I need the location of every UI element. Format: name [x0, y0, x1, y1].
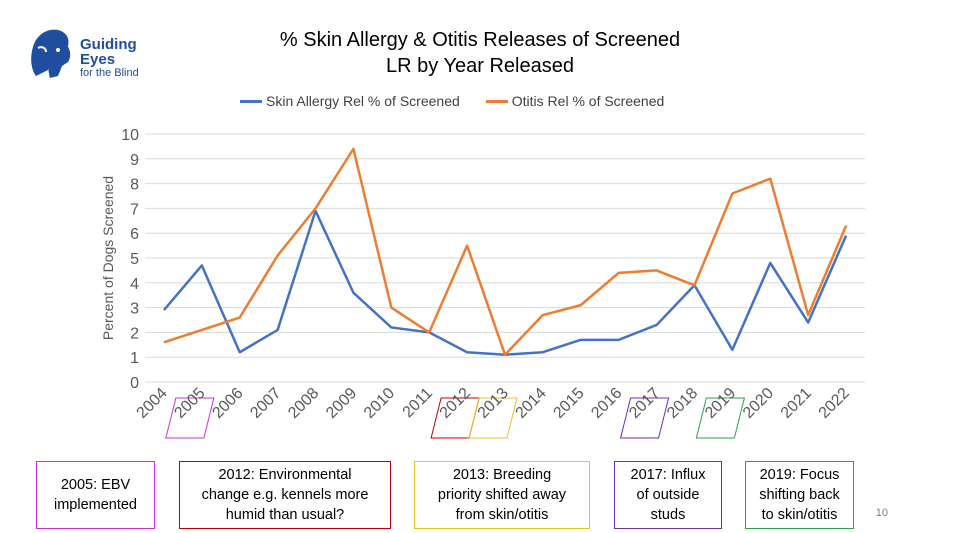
- chart-legend: Skin Allergy Rel % of Screened Otitis Re…: [240, 93, 664, 109]
- x-tick-label: 2013: [475, 385, 512, 422]
- dog-and-person-logo-icon: [31, 29, 71, 78]
- x-tick-label: 2011: [400, 385, 436, 421]
- otitis-series-line: [163, 147, 848, 356]
- chart-title-line-2: LR by Year Released: [386, 55, 574, 77]
- x-tick-label: 2012: [437, 385, 474, 422]
- x-tick-label: 2019: [702, 385, 739, 422]
- x-tick-label: 2016: [588, 385, 625, 422]
- year-highlight-box: [468, 397, 518, 439]
- legend-label-skin: Skin Allergy Rel % of Screened: [266, 93, 460, 109]
- annotation-line: to skin/otitis: [761, 507, 838, 523]
- annotation-text-2012: 2012: Environmental change e.g. kennels …: [202, 465, 369, 525]
- annotation-box-2005: 2005: EBV implemented: [36, 461, 155, 529]
- y-tick-label: 0: [130, 375, 139, 392]
- y-tick-label: 8: [130, 177, 139, 194]
- year-highlight-box: [619, 397, 670, 439]
- legend-swatch-otitis: [485, 99, 508, 103]
- x-tick-label: 2006: [209, 385, 246, 422]
- logo-line-2: Eyes: [80, 51, 116, 68]
- y-tick-label: 9: [130, 152, 139, 169]
- annotation-text-2017: 2017: Influx of outside studs: [631, 465, 706, 525]
- annotation-text-2005: 2005: EBV implemented: [54, 475, 137, 515]
- annotation-line: 2019: Focus: [759, 467, 840, 483]
- annotation-text-2013: 2013: Breeding priority shifted away fro…: [438, 465, 566, 525]
- x-tick-label: 2022: [816, 385, 853, 422]
- x-tick-label: 2020: [740, 385, 777, 422]
- annotation-line: from skin/otitis: [455, 507, 549, 523]
- legend-swatch-skin: [240, 99, 262, 103]
- y-tick-label: 6: [130, 226, 139, 243]
- y-tick-label: 10: [121, 127, 139, 144]
- y-tick-label: 2: [130, 325, 139, 342]
- y-axis-label: Percent of Dogs Screened: [100, 176, 116, 340]
- annotation-line: change e.g. kennels more: [201, 487, 369, 503]
- annotation-line: of outside: [636, 487, 700, 503]
- logo-line-3: for the Blind: [80, 67, 139, 79]
- y-tick-label: 7: [130, 201, 139, 218]
- guiding-eyes-logo: Guiding Eyes for the Blind: [28, 26, 158, 86]
- annotation-box-2017: 2017: Influx of outside studs: [614, 461, 722, 529]
- x-tick-label: 2018: [664, 385, 701, 422]
- year-highlight-box: [695, 397, 746, 439]
- annotation-line: 2005: EBV: [60, 477, 131, 493]
- x-tick-label: 2010: [361, 385, 398, 422]
- chart-title: % Skin Allergy & Otitis Releases of Scre…: [230, 27, 730, 79]
- x-tick-label: 2017: [626, 385, 663, 422]
- y-tick-label: 1: [130, 350, 139, 367]
- annotation-line: 2012: Environmental: [218, 467, 352, 483]
- annotation-line: 2017: Influx: [630, 467, 706, 483]
- x-tick-label: 2008: [285, 385, 322, 422]
- annotation-line: studs: [650, 507, 686, 523]
- x-tick-label: 2004: [134, 385, 171, 422]
- legend-item-skin: Skin Allergy Rel % of Screened: [240, 93, 460, 109]
- annotation-line: humid than usual?: [225, 507, 345, 523]
- line-chart: 0 1 2 3 4 5 6 7 8 9 10 Percent of Dogs Screened 2004…: [100, 127, 865, 439]
- annotation-line: 2013: Breeding: [452, 467, 552, 483]
- x-tick-label: 2005: [171, 385, 208, 422]
- legend-label-otitis: Otitis Rel % of Screened: [511, 93, 665, 109]
- annotation-box-2019: 2019: Focus shifting back to skin/otitis: [745, 461, 854, 529]
- x-tick-label: 2021: [778, 385, 815, 422]
- x-tick-label: 2009: [323, 385, 360, 422]
- page-number: 10: [875, 507, 888, 519]
- legend-item-otitis: Otitis Rel % of Screened: [485, 93, 665, 109]
- y-tick-label: 4: [130, 276, 139, 293]
- chart-title-line-1: % Skin Allergy & Otitis Releases of Scre…: [279, 29, 681, 51]
- x-tick-label: 2014: [513, 385, 550, 422]
- annotation-box-2012: 2012: Environmental change e.g. kennels …: [179, 461, 391, 529]
- annotation-line: implemented: [53, 497, 137, 513]
- year-highlight-box: [165, 397, 215, 439]
- annotation-line: priority shifted away: [437, 487, 567, 503]
- y-tick-label: 5: [130, 251, 139, 268]
- annotation-text-2019: 2019: Focus shifting back to skin/otitis: [759, 465, 840, 525]
- x-tick-label: 2007: [247, 385, 284, 422]
- annotation-line: shifting back: [759, 487, 840, 503]
- x-tick-label: 2015: [550, 385, 587, 422]
- annotation-box-2013: 2013: Breeding priority shifted away fro…: [414, 461, 590, 529]
- y-tick-label: 3: [130, 301, 139, 318]
- logo-line-1: Guiding: [80, 36, 137, 53]
